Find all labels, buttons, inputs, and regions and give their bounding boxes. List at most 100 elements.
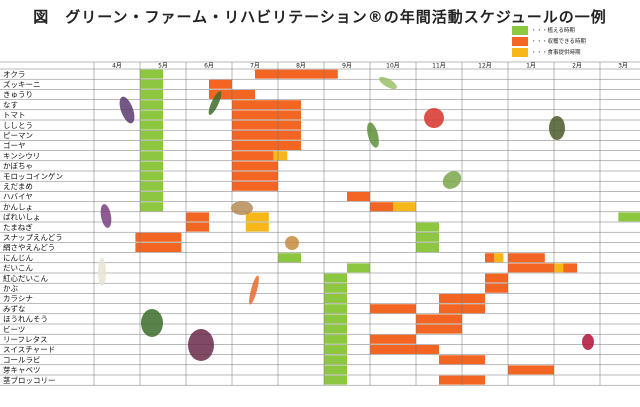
month-label: 12月 [478, 63, 492, 70]
bar-plant [324, 294, 347, 303]
bar-harvest [485, 283, 508, 293]
bar-harvest [370, 334, 416, 344]
bar-harvest [135, 232, 182, 242]
month-label: 8月 [296, 63, 306, 70]
row-label: 紅心だいこん [3, 273, 48, 283]
bar-plant [416, 232, 439, 242]
legend-label-harvest: ・・・収穫できる時期 [531, 39, 586, 45]
row-label: 絹さやえんどう [3, 242, 55, 252]
bar-serve [273, 151, 288, 161]
month-label: 2月 [572, 63, 582, 70]
row-label: だいこん [3, 264, 33, 273]
legend-swatch-serve [512, 47, 528, 57]
bar-harvest [232, 141, 301, 150]
bar-serve [245, 212, 269, 222]
bar-plant [140, 120, 163, 130]
spinach-illustration [141, 309, 163, 337]
row-label: ビーツ [3, 325, 25, 334]
bar-harvest [508, 365, 554, 375]
bar-harvest [370, 345, 439, 354]
bar-plant [324, 273, 347, 283]
row-label: なす [3, 100, 18, 109]
month-label: 10月 [386, 63, 400, 70]
bar-plant [140, 192, 163, 201]
bar-plant [324, 365, 347, 375]
bar-harvest [209, 79, 232, 89]
bar-plant [140, 130, 163, 140]
row-label: ズッキーニ [3, 79, 41, 89]
bar-plant [140, 100, 163, 110]
bar-harvest [232, 161, 278, 171]
row-label: モロッコインゲン [3, 172, 63, 181]
bar-harvest [186, 212, 209, 222]
row-label: かんしょ [3, 202, 33, 211]
bar-plant [324, 324, 347, 334]
month-label: 9月 [342, 63, 352, 70]
bar-plant [140, 90, 163, 99]
bar-plant [618, 212, 640, 222]
bar-plant [140, 161, 163, 171]
chart-title: 図 グリーン・ファーム・リハビリテーション®の年間活動スケジュールの一例 [33, 8, 607, 26]
bar-plant [140, 202, 163, 212]
bar-harvest [186, 222, 209, 232]
bar-harvest [485, 273, 508, 283]
row-label: ししとう [3, 121, 33, 130]
row-label: リーフレタス [3, 335, 48, 344]
bar-plant [140, 79, 163, 89]
bar-serve [494, 253, 504, 263]
bar-harvest [232, 181, 278, 191]
bar-harvest [255, 69, 338, 79]
bar-plant [140, 151, 163, 161]
goya-illustration [367, 122, 379, 148]
bar-plant [278, 253, 301, 263]
bar-harvest [135, 243, 182, 252]
row-label: ハバイヤ [3, 192, 33, 201]
legend: ・・・植える時期 ・・・収穫できる時期 ・・・食事提供時期 [512, 25, 636, 58]
bar-harvest [232, 151, 274, 161]
bar-harvest [416, 314, 462, 324]
legend-item-harvest: ・・・収穫できる時期 [512, 36, 636, 46]
bar-plant [140, 141, 163, 150]
row-label: にんじん [3, 253, 33, 262]
row-label: みずな [3, 303, 26, 313]
row-label: 芽キャベツ [3, 365, 41, 375]
bar-plant [416, 243, 439, 252]
row-label: えだまめ [3, 182, 33, 191]
tomato-illustration [424, 108, 444, 128]
row-label: コールラビ [3, 355, 41, 364]
bar-harvest [508, 263, 554, 273]
bar-harvest [370, 202, 393, 212]
bar-plant [140, 110, 163, 120]
row-label: かぶ [3, 284, 18, 293]
row-label: 茎ブロッコリー [3, 375, 56, 385]
legend-label-serve: ・・・食事提供時期 [531, 50, 581, 56]
bar-harvest [232, 100, 301, 110]
bar-harvest [485, 253, 495, 263]
legend-swatch-harvest [512, 36, 528, 46]
sweet-potato-illustration [100, 204, 112, 228]
row-label: カラシナ [3, 294, 33, 303]
month-label: 5月 [158, 63, 168, 70]
month-label: 1月 [526, 63, 536, 70]
beet-illustration [582, 334, 594, 350]
pepper-illustration [549, 116, 565, 140]
bar-plant [324, 334, 347, 344]
bar-serve [393, 202, 416, 212]
potato-illustration [231, 201, 253, 215]
legend-swatch-plant [512, 25, 528, 35]
bar-plant [140, 69, 163, 79]
row-label: ほうれんそう [3, 315, 48, 324]
legend-item-plant: ・・・植える時期 [512, 25, 636, 35]
row-label: スイスチャード [3, 345, 55, 354]
chard-illustration [188, 329, 214, 361]
zucchini-illustration [208, 91, 222, 115]
row-label: たまねぎ [3, 222, 33, 232]
bar-plant [324, 304, 347, 314]
onion-illustration [285, 236, 299, 250]
row-label: きゅうり [3, 90, 33, 99]
bar-plant [140, 181, 163, 191]
row-label: トマト [3, 111, 26, 120]
legend-label-plant: ・・・植える時期 [531, 28, 575, 34]
bar-harvest [232, 110, 301, 120]
